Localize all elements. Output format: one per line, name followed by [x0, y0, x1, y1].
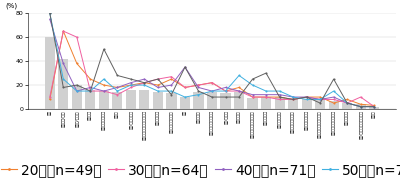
Bar [153, 92, 163, 109]
Bar [302, 99, 312, 109]
Legend: 全体（n=330）, 20代（n=49）, 30代（n=64）, 40代（n=71）, 50代（n=73）, 60代（n=73）: 全体（n=330）, 20代（n=49）, 30代（n=64）, 40代（n=7… [0, 163, 400, 177]
Bar [261, 97, 271, 109]
Bar [274, 97, 285, 109]
Bar [139, 90, 150, 109]
Bar [166, 93, 176, 109]
Bar [72, 85, 82, 109]
Bar [207, 92, 217, 109]
Bar [85, 90, 96, 109]
Bar [99, 91, 109, 109]
Bar [220, 93, 230, 109]
Bar [248, 98, 258, 109]
Bar [288, 98, 298, 109]
Bar [45, 37, 55, 109]
Bar [315, 99, 325, 109]
Bar [234, 92, 244, 109]
Y-axis label: (%): (%) [5, 3, 18, 9]
Bar [112, 92, 122, 109]
Bar [356, 104, 366, 109]
Bar [126, 90, 136, 109]
Bar [180, 97, 190, 109]
Bar [369, 107, 379, 109]
Bar [342, 103, 352, 109]
Bar [58, 59, 68, 109]
Bar [328, 101, 339, 109]
Bar [194, 92, 204, 109]
